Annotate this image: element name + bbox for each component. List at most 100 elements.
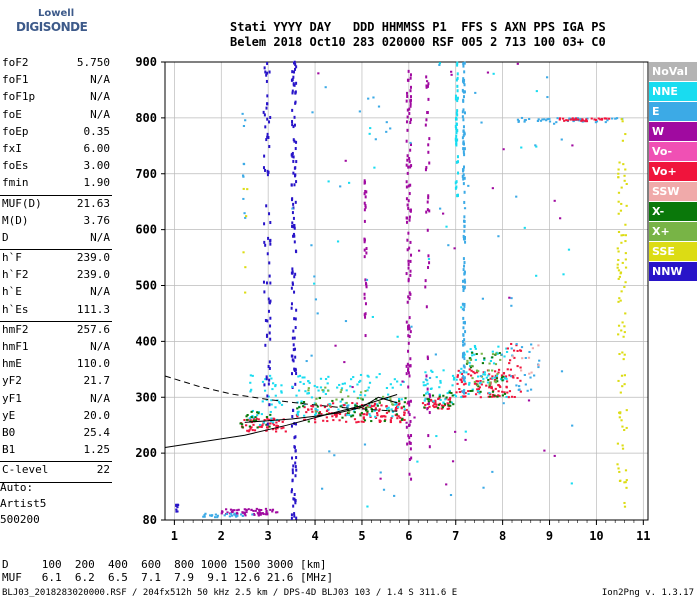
echo-point [295,250,298,254]
echo-point [427,82,430,86]
echo-point [473,372,476,375]
echo-point [360,420,363,423]
echo-point [234,514,237,517]
echo-point [362,417,365,420]
echo-point [406,442,409,446]
echo-point [470,364,473,367]
echo-point [408,403,411,407]
echo-point [469,358,472,361]
echo-point [476,384,479,387]
echo-point [566,119,570,122]
echo-point [280,427,283,430]
echo-point [460,381,463,384]
echo-point [462,141,465,145]
param-key: foEs [2,159,29,173]
echo-point [314,413,317,416]
echo-point [226,511,229,514]
echo-point [389,398,392,401]
echo-point [403,408,406,411]
param-key: foF2 [2,56,29,69]
echo-point [296,415,299,418]
echo-point [439,207,442,210]
echo-point [266,512,269,515]
note-line: Auto: [0,481,34,494]
echo-point [582,119,585,122]
echo-point [327,180,330,183]
echo-point [318,411,322,414]
echo-point [256,411,259,414]
echo-point [625,182,628,185]
echo-point [264,513,268,516]
echo-point [455,134,458,138]
echo-point [337,408,340,411]
echo-point [497,384,500,387]
echo-point [499,358,502,361]
echo-point [175,505,178,508]
echo-point [462,316,465,320]
echo-point [294,435,297,439]
echo-point [243,419,246,422]
echo-point [264,343,267,347]
echo-point [464,430,467,433]
echo-point [246,429,249,432]
echo-point [363,240,366,244]
echo-point [292,232,295,236]
echo-point [452,403,455,406]
echo-point [372,96,375,99]
echo-point [253,513,256,516]
x-tick-label: 9 [546,529,553,543]
echo-point [262,421,266,424]
echo-point [325,412,329,415]
echo-point [498,394,501,397]
echo-point [175,503,178,506]
echo-point [403,401,406,404]
param-row: C-level 22 [0,463,112,480]
legend-item-nne: NNE [649,82,697,101]
param-value: 21.7 [83,374,111,388]
echo-point [270,377,273,380]
echo-point [408,334,411,338]
echo-point [423,394,426,397]
echo-point [319,377,323,380]
echo-point [359,405,362,408]
echo-point [460,396,463,399]
echo-point [505,380,509,383]
echo-point [462,257,465,261]
echo-point [619,412,622,415]
param-row: h`F2 239.0 [0,268,112,285]
param-value: 25.4 [83,425,111,439]
echo-point [241,112,244,115]
echo-point [263,66,266,70]
echo-point [407,78,410,82]
echo-point [273,418,276,421]
echo-point [621,321,624,324]
echo-point [458,390,462,393]
echo-point [280,391,283,394]
echo-point [502,402,505,405]
x-tick-label: 3 [265,529,272,543]
echo-point [407,69,410,73]
echo-point [410,253,413,257]
echo-point [262,110,265,114]
echo-point [407,184,410,188]
echo-point [359,373,363,376]
echo-point [276,425,280,428]
echo-point [461,352,464,356]
echo-point [343,361,346,364]
echo-point [293,290,296,294]
echo-point [488,373,491,376]
echo-point [389,396,392,399]
echo-point [427,400,430,403]
echo-point [445,396,448,399]
echo-point [510,297,513,300]
echo-point [266,102,269,106]
echo-point [593,118,596,121]
x-tick-label: 7 [452,529,459,543]
param-key: D [2,230,9,244]
echo-point [426,382,429,385]
echo-point [466,361,469,364]
echo-point [233,512,236,515]
echo-point [462,364,465,368]
echo-point [489,377,492,380]
echo-point [449,404,452,407]
